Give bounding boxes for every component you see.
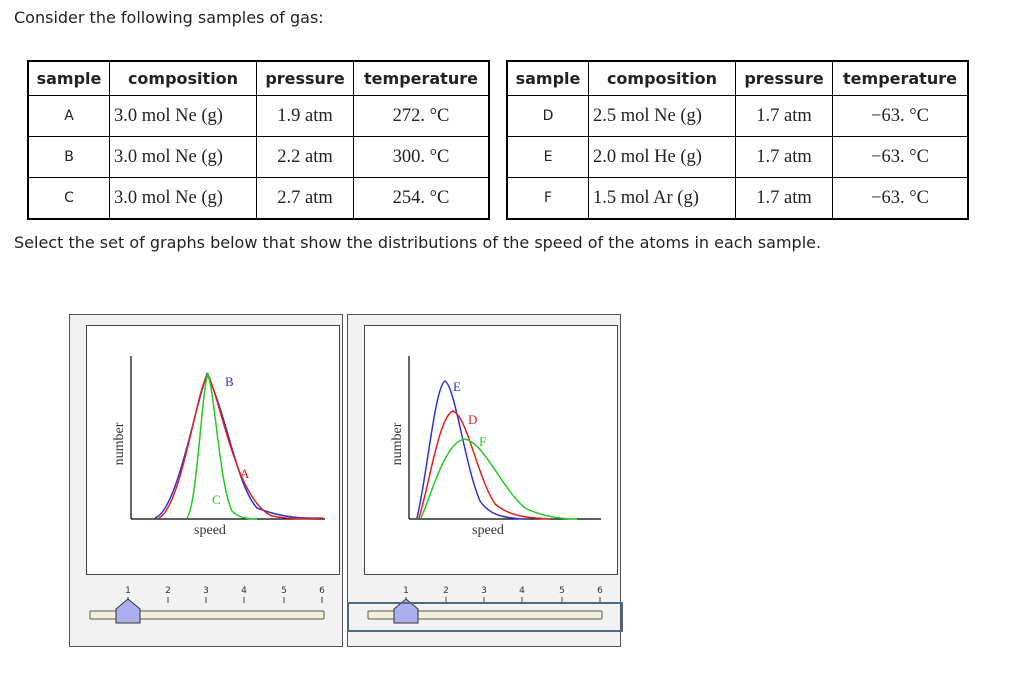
slider-handle[interactable] [393, 598, 419, 624]
slider-tick-label: 5 [559, 586, 565, 596]
answer-slider-1[interactable]: 1 2 3 4 5 6 [88, 579, 328, 631]
sample-label: D [506, 95, 589, 137]
composition-cell: 1.5 mol Ar (g) [588, 177, 736, 220]
pressure-cell: 1.9 atm [256, 95, 354, 137]
temperature-cell: 300. °C [353, 136, 490, 178]
pressure-cell: 2.7 atm [256, 177, 354, 220]
prompt-intro: Consider the following samples of gas: [14, 8, 324, 27]
curve-label-A: A [240, 466, 250, 481]
curve-label-F: F [479, 434, 486, 449]
x-axis-label: speed [194, 523, 226, 538]
y-axis-label: number [112, 422, 127, 465]
curve-C [186, 372, 258, 520]
temperature-cell: 272. °C [353, 95, 490, 137]
curve-E [416, 380, 526, 520]
sample-label: A [27, 95, 110, 137]
temperature-cell: −63. °C [832, 95, 969, 137]
graph-option-1[interactable]: number speed B A C 1 2 3 4 5 6 [69, 314, 343, 647]
gas-table-left: sample composition pressure temperature … [27, 60, 490, 220]
composition-cell: 2.5 mol Ne (g) [588, 95, 736, 137]
slider-track[interactable] [89, 610, 325, 620]
slider-tick-label: 5 [281, 586, 287, 596]
temperature-cell: −63. °C [832, 136, 969, 178]
slider-tick-label: 6 [597, 586, 603, 596]
table-row: C 3.0 mol Ne (g) 2.7 atm 254. °C [27, 177, 490, 220]
curve-D [418, 410, 551, 520]
slider-tick-label: 1 [403, 586, 409, 596]
pressure-cell: 2.2 atm [256, 136, 354, 178]
slider-tick-label: 6 [319, 586, 325, 596]
slider-track[interactable] [367, 610, 603, 620]
pressure-cell: 1.7 atm [735, 136, 833, 178]
col-header-temperature: temperature [353, 60, 490, 96]
slider-tick-label: 1 [125, 586, 131, 596]
table-row: E 2.0 mol He (g) 1.7 atm −63. °C [506, 136, 969, 178]
table-header-row: sample composition pressure temperature [506, 60, 969, 96]
table-row: B 3.0 mol Ne (g) 2.2 atm 300. °C [27, 136, 490, 178]
sample-label: F [506, 177, 589, 220]
col-header-pressure: pressure [256, 60, 354, 96]
slider-tick-label: 3 [203, 586, 209, 596]
curve-F [420, 438, 578, 520]
y-axis-label: number [390, 422, 405, 465]
slider-handle[interactable] [115, 598, 141, 624]
curve-label-D: D [468, 412, 477, 427]
col-header-pressure: pressure [735, 60, 833, 96]
table-row: D 2.5 mol Ne (g) 1.7 atm −63. °C [506, 95, 969, 137]
prompt-question: Select the set of graphs below that show… [14, 233, 822, 252]
composition-cell: 3.0 mol Ne (g) [109, 177, 257, 220]
gas-table-right: sample composition pressure temperature … [506, 60, 969, 220]
col-header-composition: composition [588, 60, 736, 96]
pressure-cell: 1.7 atm [735, 177, 833, 220]
col-header-sample: sample [27, 60, 110, 96]
slider-tick-label: 4 [241, 586, 247, 596]
answer-slider-2[interactable]: 1 2 3 4 5 6 [366, 579, 606, 631]
temperature-cell: 254. °C [353, 177, 490, 220]
composition-cell: 3.0 mol Ne (g) [109, 95, 257, 137]
table-header-row: sample composition pressure temperature [27, 60, 490, 96]
slider-tick-label: 4 [519, 586, 525, 596]
curve-B [154, 372, 322, 519]
slider-tick-label: 3 [481, 586, 487, 596]
table-row: F 1.5 mol Ar (g) 1.7 atm −63. °C [506, 177, 969, 220]
curve-label-E: E [453, 379, 461, 394]
pressure-cell: 1.7 atm [735, 95, 833, 137]
sample-label: B [27, 136, 110, 178]
curve-A [158, 372, 324, 520]
col-header-sample: sample [506, 60, 589, 96]
slider-tick-label: 2 [165, 586, 171, 596]
curve-label-C: C [212, 492, 221, 507]
speed-distribution-graph-1: number speed B A C [86, 325, 340, 575]
table-row: A 3.0 mol Ne (g) 1.9 atm 272. °C [27, 95, 490, 137]
sample-label: C [27, 177, 110, 220]
curve-label-B: B [225, 374, 234, 389]
graph-option-2[interactable]: number speed E D F 1 2 3 4 5 6 [347, 314, 621, 647]
speed-distribution-graph-2: number speed E D F [364, 325, 618, 575]
composition-cell: 3.0 mol Ne (g) [109, 136, 257, 178]
col-header-temperature: temperature [832, 60, 969, 96]
composition-cell: 2.0 mol He (g) [588, 136, 736, 178]
x-axis-label: speed [472, 523, 504, 538]
slider-tick-label: 2 [443, 586, 449, 596]
temperature-cell: −63. °C [832, 177, 969, 220]
sample-label: E [506, 136, 589, 178]
col-header-composition: composition [109, 60, 257, 96]
